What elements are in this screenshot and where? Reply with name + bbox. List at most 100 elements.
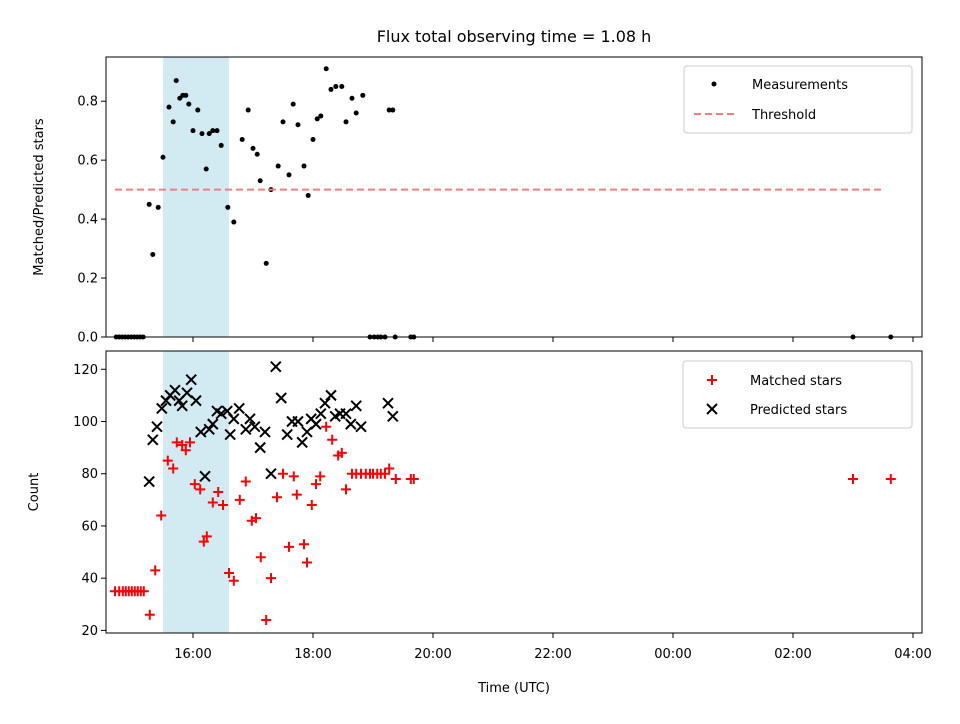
data-point xyxy=(390,107,396,113)
data-point xyxy=(185,437,195,448)
data-point xyxy=(183,92,189,98)
data-point xyxy=(215,407,227,420)
data-point xyxy=(177,440,188,450)
data-point xyxy=(266,573,276,584)
bottom-legend-box xyxy=(682,360,913,429)
data-point xyxy=(386,107,392,113)
data-point xyxy=(339,83,345,89)
data-point xyxy=(265,468,277,480)
data-point xyxy=(290,101,296,107)
bottom-y-axis-label: Count xyxy=(27,473,42,512)
y-tick-label: 0.6 xyxy=(77,154,98,169)
data-point xyxy=(249,421,261,433)
data-point xyxy=(245,107,251,113)
top-axes-frame xyxy=(105,56,923,338)
data-point xyxy=(310,137,316,143)
x-marker xyxy=(706,403,718,415)
y-tick-label: 80 xyxy=(81,467,98,482)
data-point xyxy=(173,78,179,84)
data-point xyxy=(190,394,202,407)
data-point xyxy=(360,92,366,98)
y-tick-label: 0.4 xyxy=(77,213,98,228)
y-tick-label: 60 xyxy=(81,519,98,534)
top-panel: 0.0 0.2 0.4 0.6 0.8 xyxy=(77,56,923,346)
x-tick-label: 20:00 xyxy=(414,647,451,662)
threshold-legend-label: Threshold xyxy=(751,108,816,123)
predicted-stars-legend-marker xyxy=(706,403,718,415)
data-point xyxy=(355,421,367,433)
data-point xyxy=(250,145,256,151)
data-point xyxy=(207,497,218,508)
data-point xyxy=(168,463,179,474)
y-tick-label: 120 xyxy=(73,363,98,378)
data-point xyxy=(203,423,215,436)
x-axis-label: Time (UTC) xyxy=(477,681,550,696)
data-point xyxy=(233,402,245,415)
data-point xyxy=(218,142,224,148)
plus-marker xyxy=(707,375,717,385)
data-point xyxy=(199,131,205,137)
data-point xyxy=(340,407,352,420)
measurements-legend-marker xyxy=(711,81,717,87)
data-point xyxy=(390,473,401,484)
data-point xyxy=(181,387,193,399)
data-point xyxy=(321,421,332,432)
data-point xyxy=(291,489,302,500)
data-point xyxy=(144,609,155,620)
data-point xyxy=(295,122,301,128)
data-point xyxy=(207,418,219,430)
data-point xyxy=(261,614,272,625)
data-point xyxy=(263,260,269,266)
data-point xyxy=(328,86,334,92)
data-point xyxy=(198,536,209,547)
data-point xyxy=(150,251,156,257)
data-point xyxy=(380,468,390,479)
x-tick-label: 22:00 xyxy=(534,647,571,662)
data-point xyxy=(190,128,196,134)
data-point xyxy=(231,219,237,225)
data-point xyxy=(156,402,168,415)
data-point xyxy=(195,484,206,495)
bottom-panel: 20 40 60 80 100 120 16:00 18:00 20:00 22:00 00:00 0… xyxy=(73,350,932,662)
data-point xyxy=(336,447,347,458)
data-point xyxy=(240,423,252,436)
data-point xyxy=(286,172,292,178)
data-point xyxy=(162,455,173,466)
y-tick-label: 0.2 xyxy=(77,272,98,287)
data-point xyxy=(255,552,266,563)
data-point xyxy=(143,475,155,488)
data-point xyxy=(345,418,357,430)
data-point xyxy=(272,492,282,503)
data-point xyxy=(278,468,288,479)
data-point xyxy=(311,479,321,490)
data-point xyxy=(213,487,224,497)
data-point xyxy=(341,484,351,495)
data-point xyxy=(155,204,161,210)
data-point xyxy=(275,392,287,404)
data-point xyxy=(228,413,240,425)
data-point xyxy=(186,101,192,107)
bottom-axes-frame xyxy=(105,350,923,634)
data-point xyxy=(301,426,313,438)
data-point xyxy=(195,107,201,113)
data-point xyxy=(387,410,399,422)
data-point xyxy=(171,437,182,448)
data-point xyxy=(315,471,326,482)
data-point xyxy=(189,479,200,490)
top-series-measurements xyxy=(113,66,894,340)
data-point xyxy=(254,441,266,454)
data-point xyxy=(240,476,251,487)
data-point xyxy=(146,201,152,207)
data-point xyxy=(885,473,896,484)
data-point xyxy=(225,204,231,210)
data-point xyxy=(296,436,308,449)
data-point xyxy=(333,83,339,89)
bottom-series-predicted-stars xyxy=(143,360,399,488)
data-point xyxy=(318,113,324,119)
data-point xyxy=(306,500,317,511)
data-point xyxy=(228,575,239,586)
data-point xyxy=(201,531,212,542)
data-point xyxy=(147,434,159,446)
data-point xyxy=(301,163,307,169)
